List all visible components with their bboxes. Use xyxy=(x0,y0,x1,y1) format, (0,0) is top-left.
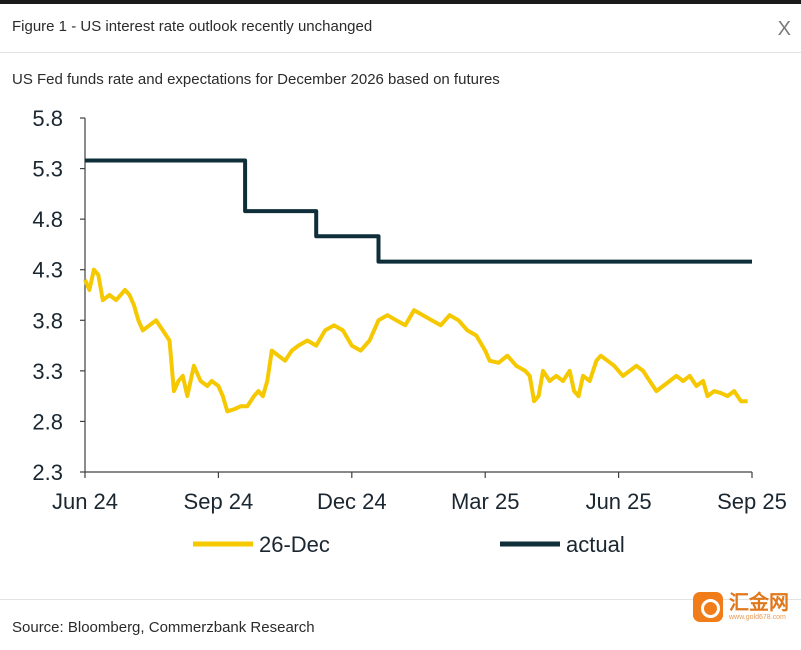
close-button[interactable]: X xyxy=(777,18,791,40)
figure-footer: Source: Bloomberg, Commerzbank Research … xyxy=(0,592,801,650)
y-tick-label: 3.8 xyxy=(32,308,63,333)
chart-subtitle: US Fed funds rate and expectations for D… xyxy=(12,71,500,88)
series-line-actual xyxy=(85,158,752,264)
chart-series xyxy=(83,158,752,414)
series-line-26-dec xyxy=(83,267,748,414)
y-tick-label: 3.3 xyxy=(32,359,63,384)
logo-text: 汇金网 xyxy=(729,590,789,614)
line-chart: 5.8 5.3 4.8 4.3 3.8 3.3 2.8 2.3 Jun 24 Sep 24 Dec … xyxy=(32,106,786,557)
x-tick-label: Sep 25 xyxy=(717,489,787,514)
x-tick-label: Jun 24 xyxy=(52,489,118,514)
figure-header: Figure 1 - US interest rate outlook rece… xyxy=(0,4,801,53)
y-tick-label: 2.8 xyxy=(32,409,63,434)
x-tick-label: Mar 25 xyxy=(451,489,519,514)
chart-axes: 5.8 5.3 4.8 4.3 3.8 3.3 2.8 2.3 Jun 24 Sep 24 Dec … xyxy=(32,106,786,514)
chart-legend: 26-Dec actual xyxy=(193,532,625,557)
y-tick-label: 4.3 xyxy=(32,258,63,283)
watermark-logo: 汇金网 www.gold678.com xyxy=(693,592,789,622)
figure-title: Figure 1 - US interest rate outlook rece… xyxy=(12,18,373,35)
logo-icon xyxy=(693,592,723,622)
x-tick-label: Dec 24 xyxy=(317,489,387,514)
y-tick-label: 4.8 xyxy=(32,207,63,232)
legend-label-actual: actual xyxy=(566,532,625,557)
source-note: Source: Bloomberg, Commerzbank Research xyxy=(12,619,315,636)
logo-url: www.gold678.com xyxy=(729,614,786,621)
window-top-bar xyxy=(0,0,801,4)
x-tick-label: Jun 25 xyxy=(586,489,652,514)
legend-label-26-dec: 26-Dec xyxy=(259,532,330,557)
y-tick-label: 5.3 xyxy=(32,157,63,182)
y-tick-label: 5.8 xyxy=(32,106,63,131)
y-tick-label: 2.3 xyxy=(32,460,63,485)
x-tick-label: Sep 24 xyxy=(184,489,254,514)
